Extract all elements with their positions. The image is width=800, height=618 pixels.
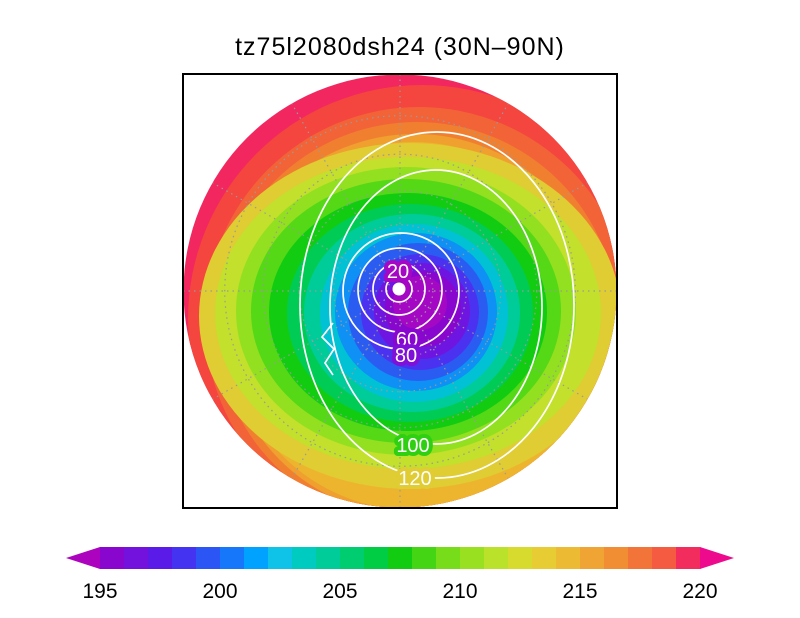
colorbar-tick-label: 220 [682, 580, 717, 603]
colorbar-segment [316, 547, 341, 569]
colorbar-tick-label: 205 [322, 580, 357, 603]
colorbar-segment [268, 547, 293, 569]
colorbar-segment [412, 547, 437, 569]
contour-line-kink [320, 322, 336, 376]
grid-meridian [212, 182, 390, 286]
colorbar-segment [484, 547, 509, 569]
grid-meridian [291, 301, 395, 479]
colorbar-segment [436, 547, 461, 569]
colorbar-segment [364, 547, 389, 569]
contour-line [342, 232, 460, 350]
contour-line [385, 275, 413, 303]
grid-meridian [291, 103, 395, 281]
contour-line [372, 262, 426, 316]
colorbar-segment [388, 547, 413, 569]
colorbar-segment [340, 547, 365, 569]
colorbar-tick-label: 195 [82, 580, 117, 603]
contour-label: 20 [387, 261, 409, 283]
pole-marker [392, 282, 406, 296]
contour-line [357, 247, 443, 333]
colorbar-arrow-right [700, 547, 734, 569]
contour-label: 100 [396, 435, 429, 457]
contour-label: 60 [396, 329, 418, 351]
grid-latitude-circle [224, 115, 576, 467]
colorbar-segment [628, 547, 653, 569]
colorbar-segment [220, 547, 245, 569]
colorbar-svg: 195 200 205 210 215 220 [66, 547, 734, 603]
grid-latitude-circle [366, 257, 434, 325]
colorbar: 195 200 205 210 215 220 [0, 540, 800, 610]
grid-meridian [405, 103, 509, 281]
colorbar-segment [556, 547, 581, 569]
colorbar-segment [196, 547, 221, 569]
grid-meridian [405, 301, 509, 479]
contour-line [329, 169, 543, 445]
colorbar-segment [244, 547, 269, 569]
colorbar-segment [148, 547, 173, 569]
contour-label: 80 [395, 345, 417, 367]
grid-latitude-circle [333, 224, 467, 358]
plot-title: tz75l2080dsh24 (30N–90N) [235, 33, 565, 61]
colorbar-segment [124, 547, 149, 569]
colorbar-tick-label: 210 [442, 580, 477, 603]
colorbar-segment [292, 547, 317, 569]
grid-latitude-circle [262, 153, 538, 429]
map-frame [182, 73, 618, 509]
colorbar-segment [652, 547, 677, 569]
grid-meridian [410, 182, 588, 286]
colorbar-segment [604, 547, 629, 569]
polar-map: 20 60 80 100 120 [182, 73, 618, 509]
colorbar-tick-label: 215 [562, 580, 597, 603]
colorbar-segment [172, 547, 197, 569]
contour-label: 120 [398, 468, 431, 490]
colorbar-segment [532, 547, 557, 569]
colorbar-arrow-left [66, 547, 100, 569]
contour-line [299, 131, 575, 479]
colorbar-segment [508, 547, 533, 569]
grid-meridian [212, 296, 390, 400]
colorbar-segment [580, 547, 605, 569]
colorbar-segment [100, 547, 125, 569]
colorbar-tick-label: 200 [202, 580, 237, 603]
colorbar-segment [460, 547, 485, 569]
grid-meridian [410, 296, 588, 400]
colorbar-segment [676, 547, 701, 569]
